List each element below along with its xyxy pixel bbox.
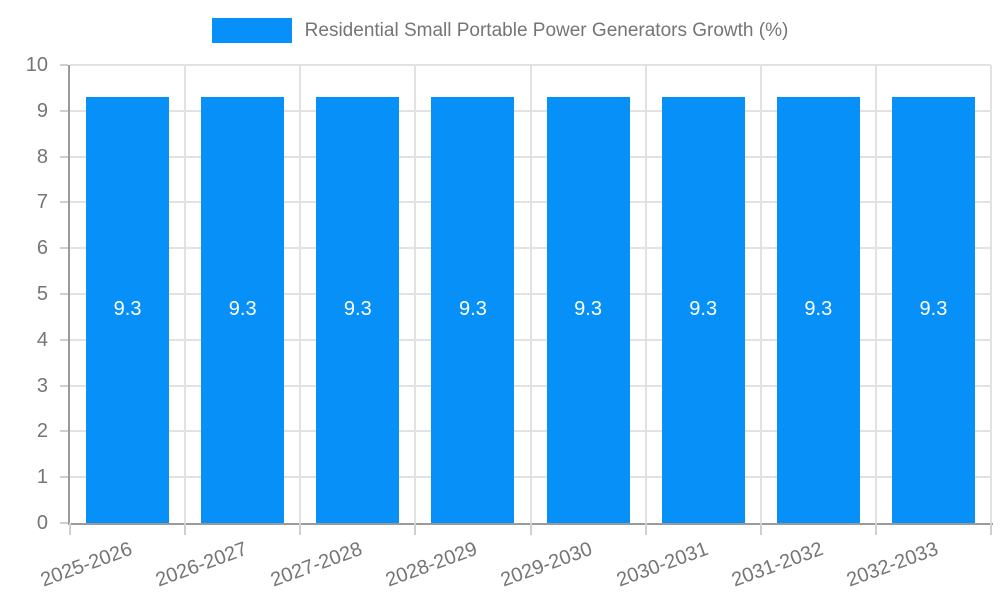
y-tick-label: 5	[36, 283, 48, 305]
x-tick	[874, 523, 877, 535]
bar-value-label: 9.3	[228, 298, 257, 321]
x-category-label-text: 2028-2029	[383, 538, 481, 592]
x-category-label-text: 2032-2033	[843, 538, 941, 592]
x-tick	[184, 523, 187, 535]
x-category-label-text: 2031-2032	[728, 538, 826, 592]
legend-swatch	[211, 18, 292, 43]
y-tick	[60, 522, 68, 524]
y-axis-line	[68, 65, 70, 523]
x-tick	[644, 523, 647, 535]
bar-value-label: 9.3	[459, 298, 487, 321]
y-tick-label: 8	[36, 145, 48, 168]
x-category-label-text: 2027-2028	[267, 538, 366, 592]
y-tick	[60, 430, 68, 433]
y-tick-label: 1	[36, 466, 48, 489]
bar[interactable]: 9.3	[546, 97, 630, 523]
x-category-label-text: 2025-2026	[37, 538, 136, 592]
y-tick	[60, 384, 68, 387]
bar-value-label: 9.3	[919, 298, 948, 321]
y-tick-label: 9	[36, 99, 48, 122]
x-tick	[990, 523, 992, 535]
y-tick	[60, 64, 68, 66]
bar[interactable]: 9.3	[661, 97, 745, 523]
legend[interactable]: Residential Small Portable Power Generat…	[0, 18, 1000, 43]
gridline-vertical	[759, 65, 762, 523]
y-tick-label: 7	[36, 191, 48, 214]
gridline-vertical	[529, 65, 532, 523]
plot-area: 9.3 9.3 9.3 9.3 9.3 9.3 9.3 9.3	[70, 64, 992, 523]
gridline-vertical	[184, 65, 187, 523]
y-tick-label: 6	[36, 237, 48, 260]
y-tick	[60, 293, 68, 295]
y-tick	[60, 155, 68, 158]
bar[interactable]: 9.3	[891, 97, 975, 523]
y-tick	[60, 338, 68, 341]
y-tick-label: 2	[36, 420, 48, 443]
gridline-vertical	[990, 65, 992, 523]
y-tick	[60, 247, 68, 250]
x-tick	[529, 523, 532, 535]
bar[interactable]: 9.3	[201, 97, 285, 523]
gridline-vertical	[414, 65, 417, 523]
bar[interactable]: 9.3	[316, 97, 400, 523]
bar-value-label: 9.3	[689, 298, 718, 321]
gridline-vertical	[644, 65, 647, 523]
bar[interactable]: 9.3	[776, 97, 860, 523]
y-tick-label: 0	[36, 512, 48, 534]
y-tick	[60, 201, 68, 204]
bar-value-label: 9.3	[343, 298, 372, 321]
x-category-label-text: 2030-2031	[613, 538, 711, 592]
x-tick	[759, 523, 762, 535]
x-category-label-text: 2029-2030	[498, 538, 596, 592]
y-tick	[60, 476, 68, 479]
y-tick-label: 4	[36, 328, 48, 351]
bar[interactable]: 9.3	[431, 97, 515, 523]
bar-value-label: 9.3	[574, 298, 602, 321]
legend-label: Residential Small Portable Power Generat…	[304, 19, 789, 41]
x-category-label-text: 2026-2027	[152, 538, 251, 592]
y-tick-label: 10	[25, 54, 48, 76]
bar-value-label: 9.3	[804, 298, 833, 321]
x-tick	[299, 523, 302, 535]
y-tick-label: 3	[36, 374, 48, 397]
bar[interactable]: 9.3	[86, 97, 170, 523]
y-tick	[60, 109, 68, 112]
gridline-vertical	[299, 65, 302, 523]
x-tick	[414, 523, 417, 535]
x-tick	[69, 523, 71, 535]
gridline-vertical	[874, 65, 877, 523]
bar-value-label: 9.3	[113, 298, 142, 321]
